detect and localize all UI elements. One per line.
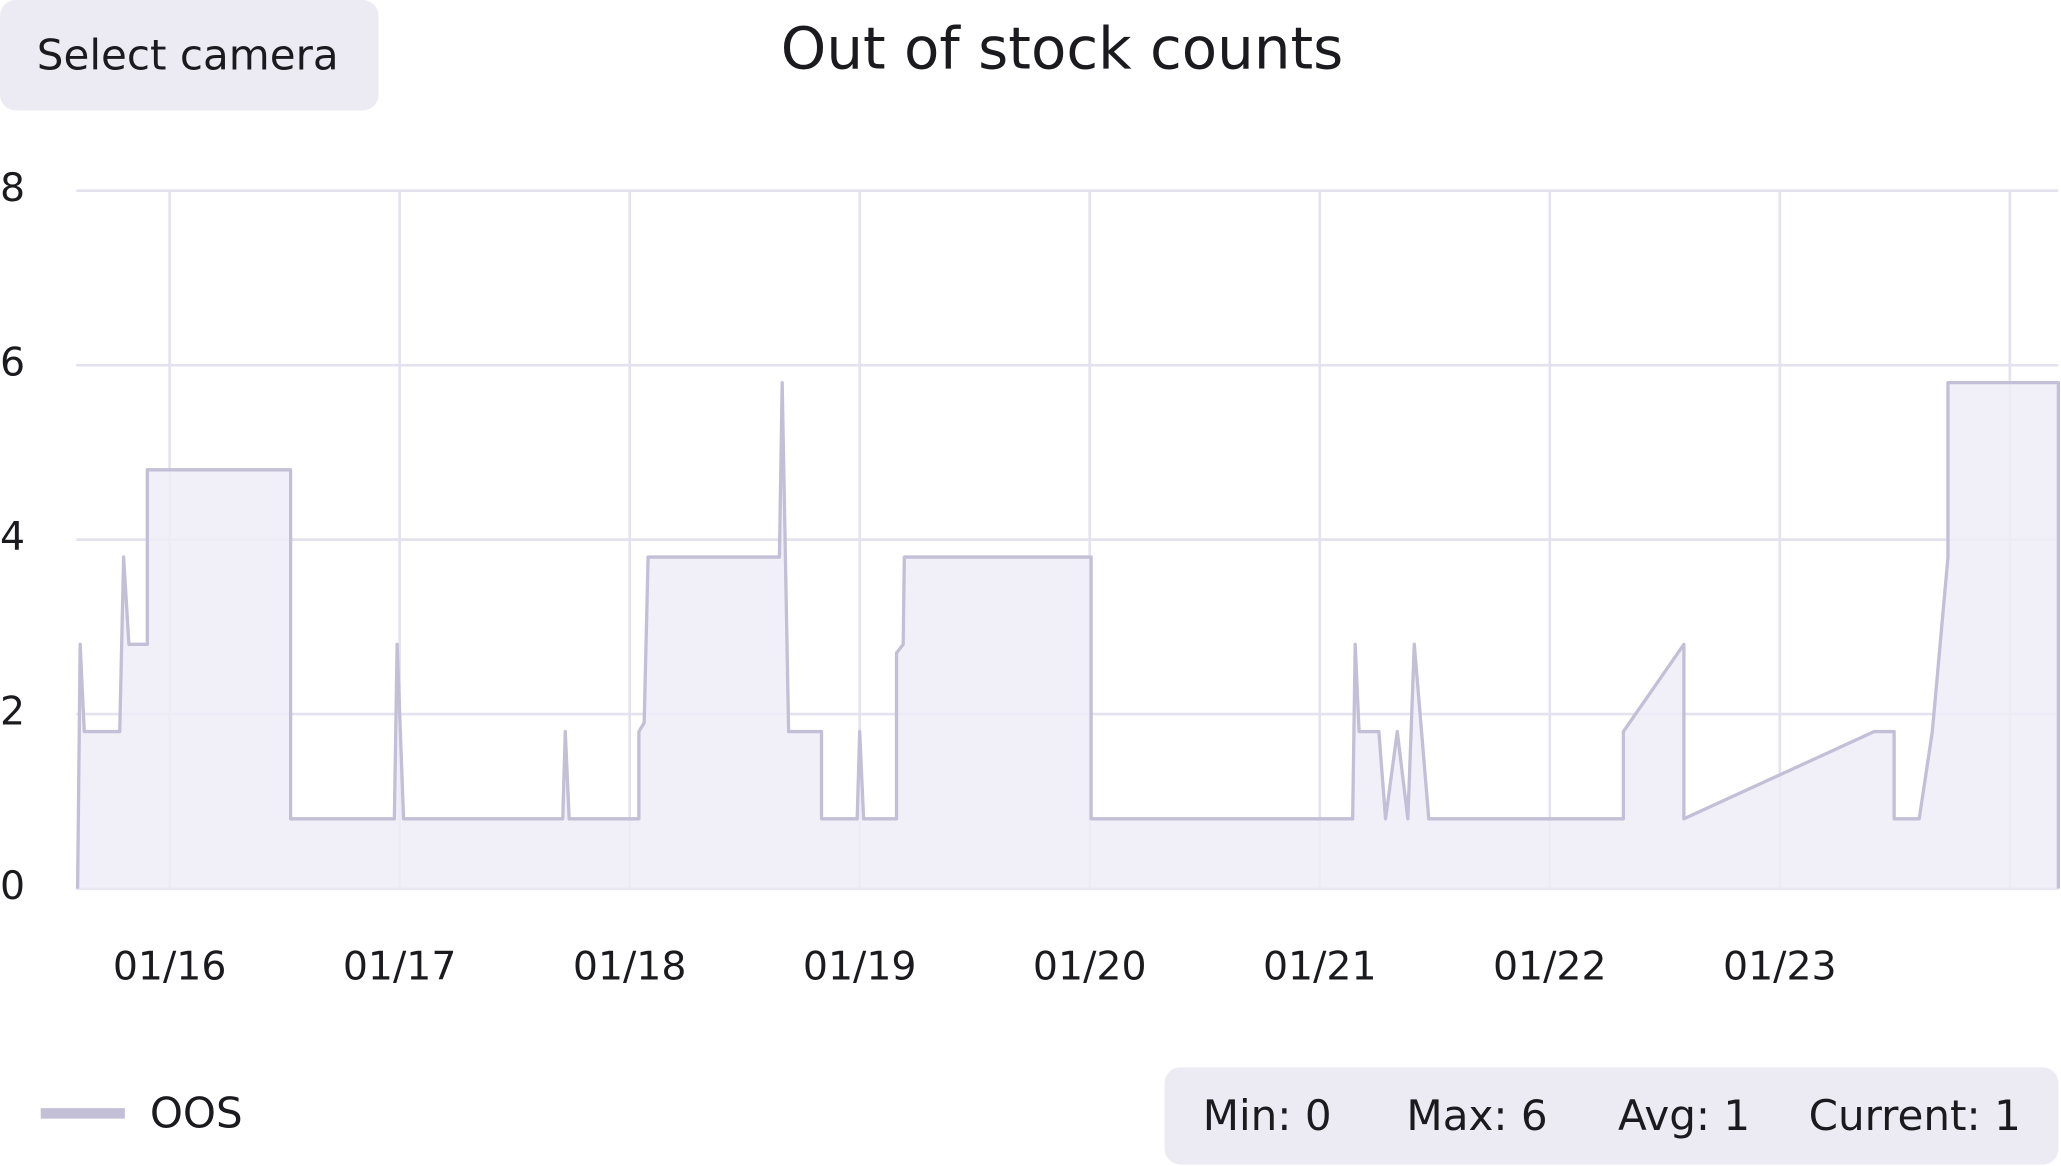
x-tick-label: 01/23 — [1723, 943, 1837, 989]
x-tick-label: 01/17 — [343, 943, 457, 989]
stat-avg: Avg: 1 — [1618, 1091, 1750, 1140]
select-camera-button[interactable]: Select camera — [0, 0, 379, 111]
y-tick-label: 0 — [0, 863, 25, 909]
x-tick-label: 01/21 — [1263, 943, 1377, 989]
x-tick-label: 01/19 — [803, 943, 917, 989]
button-background[interactable] — [0, 0, 379, 111]
button-label[interactable]: Select camera — [37, 30, 339, 79]
plot-area — [75, 189, 2061, 890]
stat-current: Current: 1 — [1809, 1091, 2021, 1140]
stat-max: Max: 6 — [1406, 1091, 1547, 1140]
stats-box — [1164, 1067, 2059, 1165]
area — [77, 382, 2059, 889]
x-tick-label: 01/20 — [1033, 943, 1147, 989]
line — [75, 380, 2061, 889]
y-tick-label: 8 — [0, 165, 25, 211]
legend-label: OOS — [150, 1088, 243, 1137]
stat-min: Min: 0 — [1203, 1091, 1332, 1140]
x-tick-label: 01/18 — [573, 943, 687, 989]
y-tick-label: 6 — [0, 340, 25, 386]
x-tick-label: 01/16 — [113, 943, 227, 989]
y-tick-label: 2 — [0, 689, 25, 735]
y-tick-label: 4 — [0, 514, 25, 560]
chart-title: Out of stock counts — [781, 15, 1343, 83]
x-tick-label: 01/22 — [1493, 943, 1607, 989]
